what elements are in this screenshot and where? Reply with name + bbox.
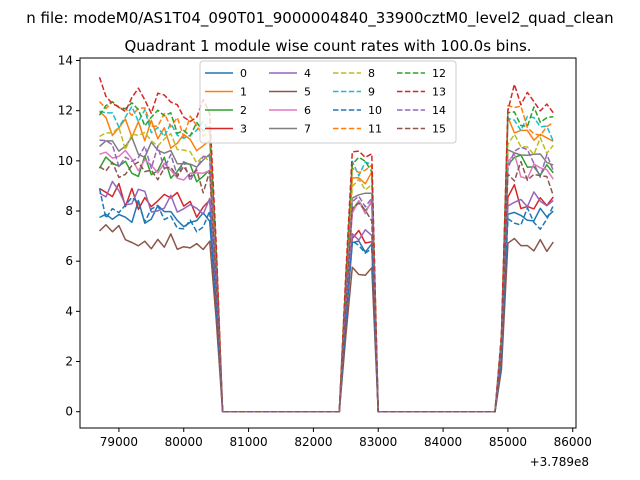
series-line-5 — [98, 224, 554, 413]
plot-lines — [98, 76, 555, 413]
series-line-15 — [99, 160, 555, 413]
legend-box — [199, 60, 457, 144]
axes-frame — [79, 57, 577, 429]
y-tick-label: 8 — [65, 204, 73, 218]
legend-label-11: 11 — [368, 123, 382, 136]
chart-suptitle: n file: modeM0/AS1T04_090T01_9000004840_… — [26, 9, 613, 28]
legend-label-15: 15 — [432, 123, 446, 136]
series-line-12 — [98, 101, 554, 413]
series-line-2 — [98, 154, 554, 413]
legend-label-12: 12 — [432, 67, 446, 80]
x-tick-label: 85000 — [489, 435, 527, 449]
y-tick-label: 0 — [65, 405, 73, 419]
legend-label-6: 6 — [304, 104, 311, 117]
x-offset-label: +3.789e8 — [530, 455, 589, 469]
series-line-13 — [98, 76, 554, 413]
legend-label-10: 10 — [368, 104, 382, 117]
legend-label-7: 7 — [304, 123, 311, 136]
series-line-1 — [98, 111, 554, 413]
y-tick-label: 12 — [58, 104, 73, 118]
x-tick-label: 82000 — [294, 435, 332, 449]
legend-label-5: 5 — [304, 86, 311, 99]
series-line-7 — [99, 136, 554, 413]
series-line-6 — [99, 149, 554, 413]
legend-label-0: 0 — [240, 67, 247, 80]
x-tick-label: 84000 — [424, 435, 462, 449]
chart-title: Quadrant 1 module wise count rates with … — [124, 37, 531, 55]
legend-label-9: 9 — [368, 86, 375, 99]
legend-label-4: 4 — [304, 67, 311, 80]
y-tick-label: 10 — [58, 154, 73, 168]
series-line-0 — [99, 199, 554, 413]
legend-label-3: 3 — [240, 123, 247, 136]
series-line-4 — [99, 180, 554, 413]
series-line-11 — [98, 100, 554, 413]
legend-label-14: 14 — [432, 104, 446, 117]
y-tick-label: 4 — [65, 304, 73, 318]
series-line-14 — [99, 139, 554, 413]
series-line-10 — [98, 188, 554, 413]
axis-ticks: 79000 80000 81000 82000 83000 84000 85000 86000… — [58, 54, 592, 449]
legend-label-1: 1 — [240, 86, 247, 99]
y-tick-label: 6 — [65, 254, 73, 268]
x-tick-label: 83000 — [359, 435, 397, 449]
legend-label-8: 8 — [368, 67, 375, 80]
x-tick-label: 86000 — [554, 435, 592, 449]
y-tick-label: 14 — [58, 54, 73, 68]
x-tick-label: 81000 — [229, 435, 267, 449]
y-tick-label: 2 — [65, 355, 73, 369]
series-line-9 — [99, 105, 554, 413]
legend-label-13: 13 — [432, 86, 446, 99]
x-tick-label: 79000 — [100, 435, 138, 449]
x-tick-label: 80000 — [165, 435, 203, 449]
legend-label-2: 2 — [240, 104, 247, 117]
